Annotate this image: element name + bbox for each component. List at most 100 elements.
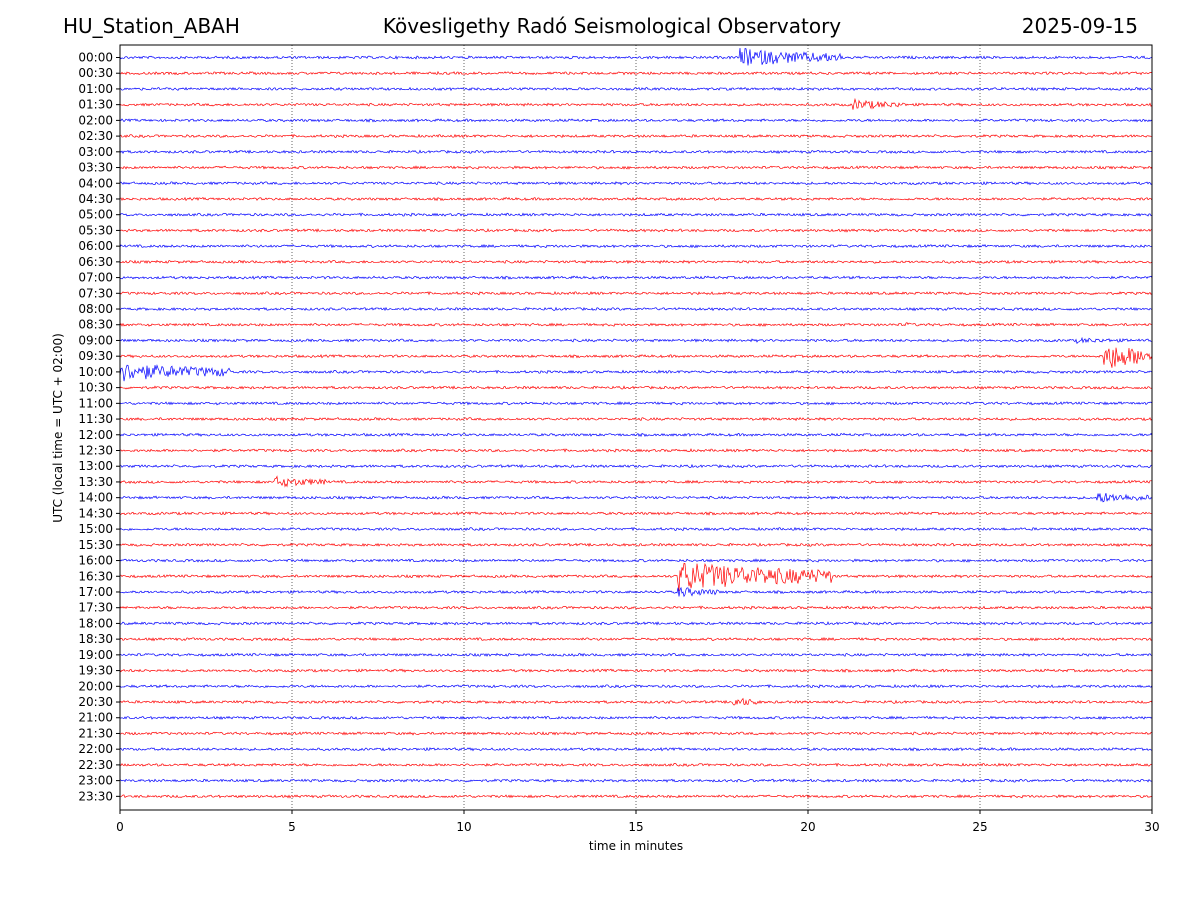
trace-1730: [119, 605, 1153, 610]
y-tick-label: 17:00: [78, 585, 113, 599]
trace-1930: [119, 668, 1153, 673]
y-tick-label: 04:30: [78, 192, 113, 206]
y-tick-label: 20:00: [78, 679, 113, 693]
trace-1130: [119, 416, 1153, 422]
station-title: HU_Station_ABAH: [63, 14, 240, 38]
trace-1530: [119, 542, 1153, 548]
y-tick-label: 15:30: [78, 538, 113, 552]
y-tick-label: 02:30: [78, 129, 113, 143]
y-tick-label: 11:00: [78, 396, 113, 410]
trace-0600: [119, 243, 1153, 249]
trace-0200: [119, 118, 1153, 123]
y-tick-label: 13:30: [78, 475, 113, 489]
trace-0830: [119, 322, 1153, 327]
trace-0100: [119, 86, 1153, 92]
y-tick-label: 16:30: [78, 569, 113, 583]
y-tick-label: 06:00: [78, 239, 113, 253]
y-tick-label: 18:00: [78, 616, 113, 630]
trace-1600: [119, 558, 1153, 563]
y-tick-label: 12:00: [78, 428, 113, 442]
x-tick-label: 30: [1144, 820, 1159, 834]
y-tick-label: 13:00: [78, 459, 113, 473]
trace-0430: [119, 196, 1153, 202]
y-tick-label: 20:30: [78, 695, 113, 709]
y-tick-label: 01:30: [78, 98, 113, 112]
y-tick-label: 23:30: [78, 789, 113, 803]
trace-0130: [119, 97, 1153, 110]
y-tick-label: 06:30: [78, 255, 113, 269]
seismic-traces: [119, 48, 1153, 799]
y-tick-label: 14:00: [78, 491, 113, 505]
trace-2000: [119, 683, 1153, 689]
trace-1100: [119, 401, 1153, 406]
y-tick-label: 08:00: [78, 302, 113, 316]
trace-1700: [119, 586, 1153, 598]
trace-0000: [119, 48, 1153, 66]
y-tick-label: 10:00: [78, 365, 113, 379]
trace-2200: [119, 747, 1153, 752]
trace-1400: [119, 493, 1153, 503]
y-tick-label: 08:30: [78, 318, 113, 332]
trace-1230: [119, 448, 1153, 453]
trace-0030: [119, 70, 1153, 76]
y-tick-label: 07:00: [78, 271, 113, 285]
y-tick-label: 03:30: [78, 161, 113, 175]
trace-1630: [119, 562, 1153, 592]
trace-2230: [119, 762, 1153, 767]
trace-1330: [119, 475, 1153, 488]
trace-0730: [119, 290, 1153, 296]
y-tick-label: 00:30: [78, 66, 113, 80]
trace-0300: [119, 149, 1153, 155]
y-tick-label: 21:00: [78, 711, 113, 725]
y-tick-label: 16:00: [78, 554, 113, 568]
y-tick-label: 19:30: [78, 664, 113, 678]
y-tick-label: 10:30: [78, 381, 113, 395]
y-tick-label: 11:30: [78, 412, 113, 426]
trace-0800: [119, 306, 1153, 312]
trace-0500: [119, 212, 1153, 217]
trace-2100: [119, 715, 1153, 720]
trace-1030: [119, 385, 1153, 390]
trace-0400: [119, 181, 1153, 186]
y-tick-label: 19:00: [78, 648, 113, 662]
y-tick-label: 18:30: [78, 632, 113, 646]
trace-1830: [119, 636, 1153, 642]
y-tick-label: 05:00: [78, 208, 113, 222]
trace-1800: [119, 621, 1153, 626]
trace-2130: [119, 731, 1153, 736]
trace-0930: [119, 347, 1153, 368]
trace-1000: [119, 364, 1153, 382]
y-tick-label: 22:00: [78, 742, 113, 756]
date-title: 2025-09-15: [1021, 14, 1138, 38]
y-tick-label: 00:00: [78, 51, 113, 65]
trace-0530: [119, 228, 1153, 233]
y-tick-label: 09:30: [78, 349, 113, 363]
x-tick-label: 25: [972, 820, 987, 834]
x-axis-label: time in minutes: [589, 839, 683, 853]
trace-0900: [119, 336, 1153, 345]
y-tick-label: 04:00: [78, 176, 113, 190]
y-tick-label: 23:00: [78, 774, 113, 788]
y-tick-label: 17:30: [78, 601, 113, 615]
y-tick-label: 15:00: [78, 522, 113, 536]
x-tick-label: 10: [456, 820, 471, 834]
y-tick-label: 03:00: [78, 145, 113, 159]
trace-1200: [119, 432, 1153, 438]
trace-1430: [119, 511, 1153, 516]
y-tick-label: 07:30: [78, 286, 113, 300]
y-tick-label: 02:00: [78, 113, 113, 127]
trace-1500: [119, 526, 1153, 532]
x-tick-label: 5: [288, 820, 296, 834]
trace-0700: [119, 275, 1153, 280]
y-tick-label: 14:30: [78, 506, 113, 520]
y-tick-label: 05:30: [78, 223, 113, 237]
y-tick-label: 21:30: [78, 726, 113, 740]
y-axis-label: UTC (local time = UTC + 02:00): [51, 333, 65, 523]
x-tick-label: 15: [628, 820, 643, 834]
trace-0230: [119, 133, 1153, 139]
y-tick-label: 12:30: [78, 444, 113, 458]
y-tick-label: 09:00: [78, 333, 113, 347]
x-tick-label: 20: [800, 820, 815, 834]
trace-2330: [119, 794, 1153, 799]
